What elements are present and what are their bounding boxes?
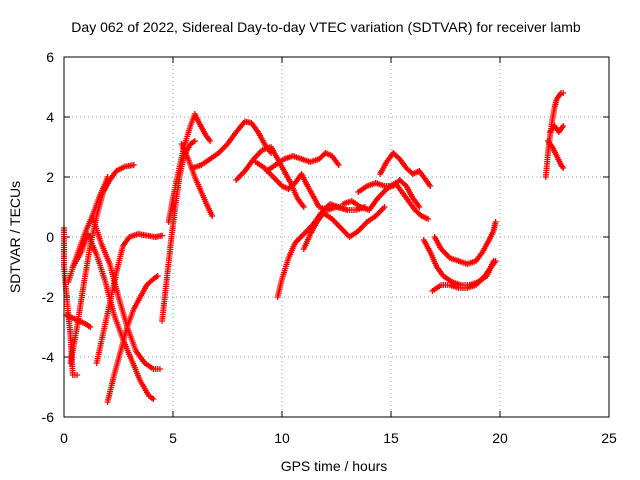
- series-arc-11: [178, 141, 216, 219]
- y-axis-label: SDTVAR / TECUs: [7, 181, 23, 293]
- series-arc-23: [429, 258, 499, 294]
- x-tick-label: 25: [601, 430, 617, 446]
- data-marks: [300, 204, 388, 252]
- data-marks: [545, 138, 567, 171]
- y-tick-label: -4: [42, 349, 55, 365]
- data-marks: [93, 231, 166, 366]
- series-arc-19: [355, 177, 423, 210]
- gridlines: [64, 57, 609, 417]
- data-marks: [355, 177, 423, 210]
- y-tick-label: 6: [46, 49, 54, 65]
- series-arc-5: [93, 231, 166, 366]
- y-tick-label: -2: [42, 289, 55, 305]
- y-tick-label: -6: [42, 409, 55, 425]
- data-points: [61, 90, 567, 405]
- series-arc-22: [431, 219, 499, 267]
- data-marks: [431, 219, 499, 267]
- data-marks: [429, 258, 499, 294]
- data-marks: [104, 273, 161, 405]
- series-arc-20: [377, 150, 434, 189]
- data-marks: [377, 150, 434, 189]
- data-marks: [542, 90, 567, 180]
- series-arc-17: [300, 204, 388, 252]
- y-tick-label: 0: [46, 229, 54, 245]
- x-tick-label: 5: [169, 430, 177, 446]
- data-marks: [547, 123, 567, 135]
- data-marks: [178, 141, 216, 219]
- y-tick-label: 2: [46, 169, 54, 185]
- x-axis-label: GPS time / hours: [281, 458, 388, 474]
- series-arc-6: [104, 273, 161, 405]
- plot-frame: [63, 56, 610, 418]
- tick-labels: 0 5 10 15 20 25 -6 -4 -2 0 2 4 6: [42, 49, 617, 446]
- chart-title: Day 062 of 2022, Sidereal Day-to-day VTE…: [71, 19, 581, 35]
- series-arc-26: [547, 123, 567, 135]
- series-arc-12: [189, 118, 275, 171]
- x-tick-label: 10: [274, 430, 290, 446]
- series-arc-10: [165, 111, 214, 225]
- series-arc-24: [542, 90, 567, 180]
- x-tick-label: 0: [60, 430, 68, 446]
- data-marks: [189, 118, 275, 171]
- y-tick-label: 4: [46, 109, 54, 125]
- series-arc-25: [545, 138, 567, 171]
- data-marks: [165, 111, 214, 225]
- x-tick-label: 15: [383, 430, 399, 446]
- x-tick-label: 20: [492, 430, 508, 446]
